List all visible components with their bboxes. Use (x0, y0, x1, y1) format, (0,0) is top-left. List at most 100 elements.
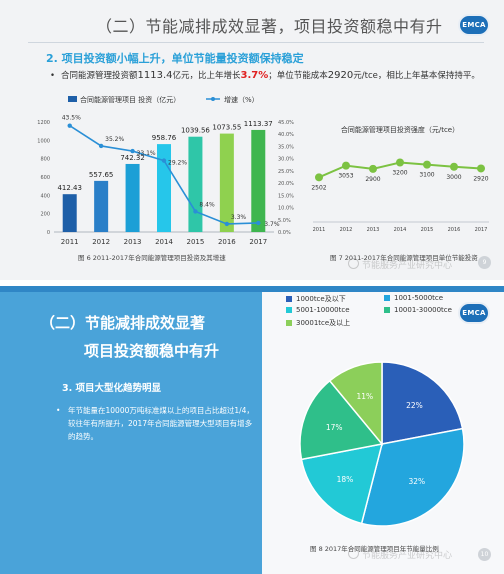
figure-7-caption: 图 7 2011-2017年合同能源管理项目单位节能投资 (330, 254, 478, 262)
legend-item: 1001-5000tce (384, 294, 443, 302)
left-axis-tick: 200 (40, 212, 50, 218)
legend-line-marker (211, 97, 215, 101)
legend-swatch (384, 295, 390, 301)
x-axis-tick: 2012 (92, 238, 110, 246)
legend-item: 1000tce及以下 (286, 294, 346, 304)
pie-slice-label: 22% (406, 401, 423, 410)
growth-label: 35.2% (105, 136, 124, 143)
investment-bar (188, 136, 203, 232)
growth-point (193, 209, 198, 214)
wechat-icon (348, 548, 359, 559)
pie-slice (328, 361, 383, 447)
x-axis-tick: 2017 (249, 238, 267, 246)
pie-slice (300, 443, 384, 525)
watermark-text: 节能服务产业研究中心 (362, 551, 453, 561)
intensity-label: 2920 (473, 175, 488, 182)
slide-1: （二）节能减排成效显著，项目投资额稳中有升 EMCA 2. 项目投资额小幅上升，… (0, 0, 504, 280)
title-divider (28, 42, 484, 43)
right-axis-tick: 30.0% (278, 157, 294, 163)
left-axis-tick: 800 (40, 157, 50, 163)
growth-point (67, 123, 72, 128)
x-axis-tick: 2015 (187, 238, 205, 246)
investment-bar (125, 163, 140, 232)
legend-line-label: 增速（%） (224, 95, 259, 104)
right-axis-tick: 45.0% (278, 120, 294, 126)
page-number: 10 (478, 548, 491, 561)
investment-bar-label: 742.32 (120, 154, 145, 162)
right-axis-tick: 35.0% (278, 144, 294, 150)
watermark: 节能服务产业研究中心 (348, 548, 452, 561)
intensity-label: 3200 (392, 170, 407, 177)
x-axis-tick: 2014 (394, 227, 407, 233)
intensity-label: 3053 (338, 173, 353, 180)
emca-logo: EMCA (458, 14, 490, 36)
pie-slice-label: 11% (356, 392, 373, 401)
investment-bar (157, 144, 171, 232)
bullet-dot: • (56, 406, 61, 415)
slide-title-line-1: （二）节能减排成效显著 (40, 314, 206, 332)
left-axis-tick: 1200 (37, 120, 50, 126)
investment-bar-label: 1039.56 (181, 127, 210, 135)
figure-8-caption: 图 8 2017年合同能源管理项目年节能量比例 (310, 545, 439, 553)
legend-label: 1001-5000tce (394, 294, 444, 302)
legend-item: 5001-10000tce (286, 306, 350, 314)
pie-chart-svg: 22% 32% 18% 17% 11% (299, 361, 465, 527)
slide-separator (0, 280, 504, 286)
wechat-icon (348, 258, 359, 269)
bullet-text-3: ；单位节能成本 (268, 71, 328, 81)
bullet-unit-cost: 2920 (327, 70, 354, 81)
legend-label: 30001tce及以上 (296, 319, 351, 327)
left-axis-tick: 600 (40, 175, 50, 181)
legend-label: 10001-30000tce (394, 306, 452, 314)
left-panel (0, 286, 262, 574)
intensity-point (369, 164, 377, 173)
legend-swatch (286, 307, 292, 313)
growth-label: 33.1% (137, 150, 156, 157)
watermark: 节能服务产业研究中心 (348, 258, 452, 271)
legend-swatch (384, 307, 390, 313)
right-axis-tick: 20.0% (278, 181, 294, 187)
intensity-label: 2900 (365, 176, 380, 183)
investment-chart: 合同能源管理项目 投资（亿元） 增速（%） 0 200 400 600 800 1000 120… (30, 92, 310, 260)
x-axis-tick: 2012 (340, 227, 353, 233)
growth-point (256, 220, 261, 226)
watermark-text: 节能服务产业研究中心 (362, 261, 453, 271)
intensity-label: 3000 (446, 174, 461, 181)
investment-bar (62, 194, 77, 232)
investment-bar-label: 1073.55 (212, 124, 241, 132)
intensity-point (315, 173, 323, 182)
page-number: 9 (478, 256, 491, 269)
growth-point (161, 158, 167, 163)
bullet-text-4: 元/tce，相比上年基本保持持平。 (353, 71, 480, 81)
growth-label: 8.4% (199, 201, 215, 208)
pie-slice-label: 18% (337, 475, 354, 484)
section-subtitle: 2. 项目投资额小幅上升，单位节能量投资额保持稳定 (46, 52, 304, 65)
legend-swatch (286, 320, 292, 326)
intensity-point (423, 160, 431, 169)
investment-bar (251, 129, 266, 232)
intensity-point (450, 162, 458, 171)
investment-bar-label: 412.43 (57, 184, 82, 192)
growth-label: 43.5% (62, 115, 81, 122)
x-axis-tick: 2013 (124, 238, 142, 246)
emca-logo: EMCA (458, 302, 490, 324)
right-axis-tick: 40.0% (278, 132, 294, 138)
pie-slice-label: 17% (326, 423, 343, 432)
x-axis-tick: 2011 (61, 238, 79, 246)
intensity-point (477, 164, 485, 173)
top-band (0, 286, 504, 292)
bullet-text-1: 合同能源管理投资额 (61, 71, 138, 81)
bullet-growth-value: 3.7% (240, 70, 269, 81)
investment-bar (94, 180, 109, 232)
investment-chart-svg: 合同能源管理项目 投资（亿元） 增速（%） 0 200 400 600 800 1000 120… (37, 95, 294, 246)
intensity-chart: 合同能源管理项目投资强度（元/tce） 2502 2011 3053 2012 2900 2… (305, 118, 495, 258)
chart-title: 合同能源管理项目投资强度（元/tce） (341, 125, 459, 134)
legend-bar-label: 合同能源管理项目 投资（亿元） (80, 95, 180, 104)
intensity-chart-svg: 合同能源管理项目投资强度（元/tce） 2502 2011 3053 2012 2900 2… (311, 125, 489, 233)
left-axis-tick: 0 (47, 230, 50, 236)
intensity-label: 3100 (419, 172, 434, 179)
investment-bar-label: 1113.37 (244, 120, 273, 128)
right-axis-tick: 10.0% (278, 206, 294, 212)
pie-slice-label: 32% (408, 477, 425, 486)
bullet-dot: • (50, 71, 56, 81)
